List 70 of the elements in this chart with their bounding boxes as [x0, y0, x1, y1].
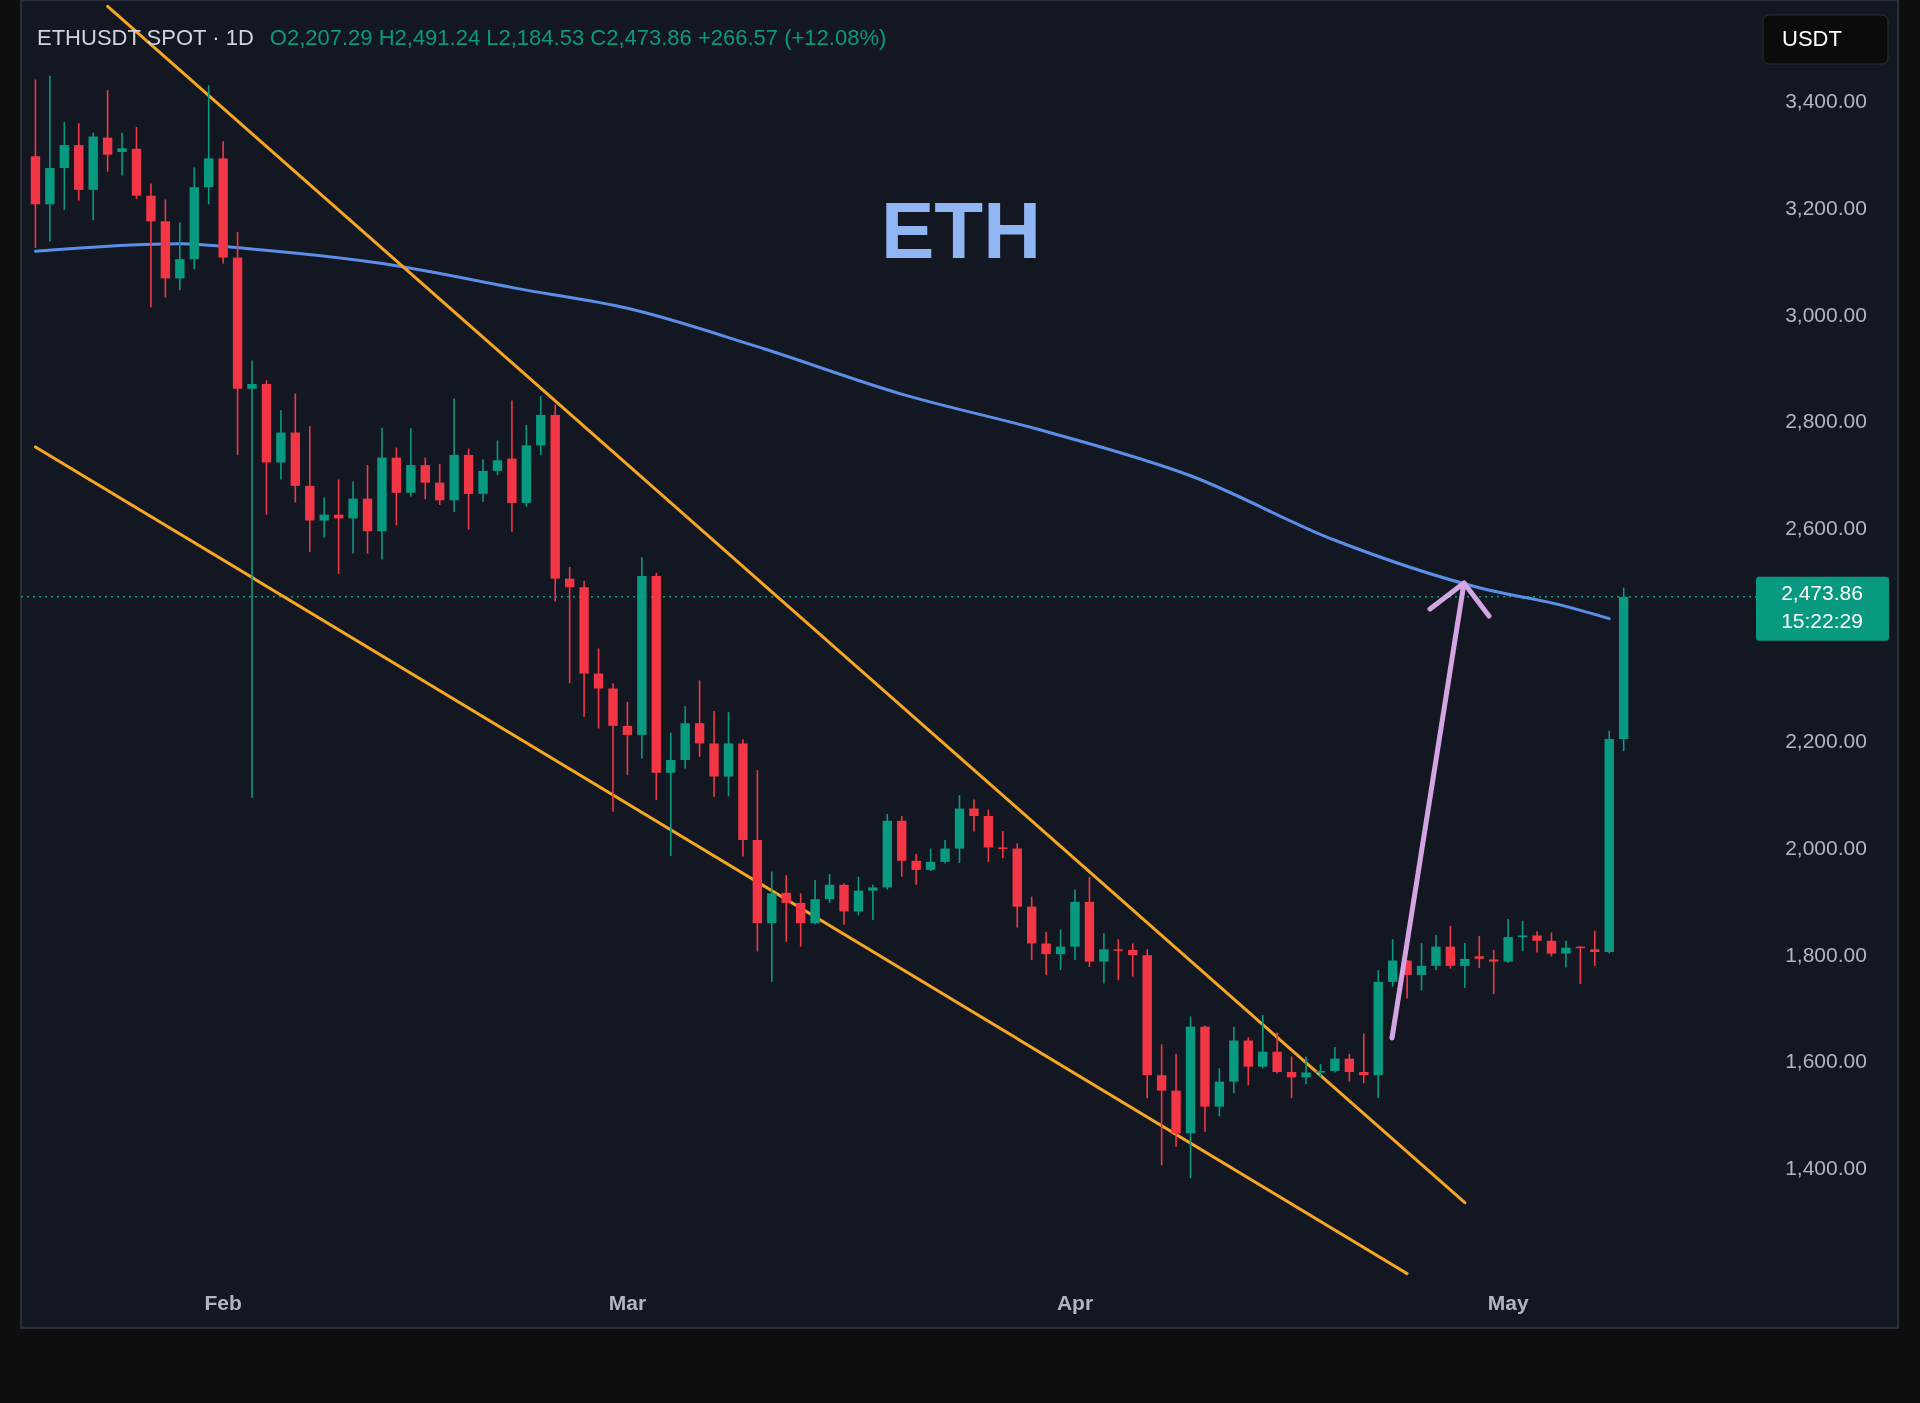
- annotation: USDT: [1782, 25, 1842, 51]
- candlestick: [1431, 934, 1441, 971]
- candlestick: [666, 732, 676, 857]
- candlestick: [59, 121, 70, 211]
- candlestick: [102, 89, 113, 173]
- text: ETH: [881, 186, 1041, 276]
- candlestick: [1590, 929, 1600, 967]
- candlestick: [492, 439, 503, 476]
- candlestick: [868, 884, 878, 921]
- candlestick: [1532, 930, 1542, 954]
- candlestick: [1344, 1053, 1355, 1083]
- text: ETHUSDT SPOT · 1D: [37, 24, 254, 50]
- candlestick: [795, 892, 806, 948]
- candlestick: [1099, 932, 1109, 985]
- candlestick: [925, 847, 936, 872]
- y-tick-label: 2,600.00: [1785, 516, 1867, 540]
- y-tick-label: 1,400.00: [1785, 1156, 1867, 1180]
- candlestick: [175, 221, 185, 291]
- candlestick: [1041, 930, 1051, 976]
- y-tick-label: 3,000.00: [1785, 302, 1867, 326]
- candlestick: [694, 679, 705, 758]
- candlestick: [998, 830, 1008, 859]
- y-tick-label: 2,800.00: [1785, 409, 1867, 433]
- candlestick: [1416, 942, 1427, 992]
- candlestick: [969, 798, 979, 833]
- y-tick-label: 2,000.00: [1785, 836, 1867, 860]
- candlestick: [1128, 942, 1138, 978]
- y-tick-label: 2,200.00: [1785, 729, 1867, 753]
- candlestick: [319, 496, 329, 539]
- x-tick-label: Apr: [1056, 1290, 1094, 1314]
- candlestick: [1286, 1055, 1297, 1099]
- candlestick: [1460, 942, 1470, 989]
- annotation: O2,207.29 H2,491.24 L2,184.53 C2,473.86 +266.57 (+12.08%): [269, 24, 887, 50]
- annotation: 15:22:29: [1781, 609, 1863, 633]
- y-tick-label: 3,200.00: [1785, 196, 1867, 220]
- candlestick: [1359, 1032, 1369, 1084]
- candlestick: [1546, 931, 1557, 958]
- x-tick-label: Feb: [204, 1290, 242, 1314]
- candlestick: [824, 873, 835, 904]
- candlestick: [781, 874, 791, 943]
- candlestick: [348, 480, 358, 555]
- candlestick: [593, 647, 604, 730]
- candlestick: [1258, 1014, 1268, 1070]
- candlestick: [622, 701, 633, 776]
- y-tick-label: 3,400.00: [1785, 89, 1867, 113]
- candlestick: [1272, 1031, 1282, 1075]
- candlestick: [1387, 938, 1398, 988]
- candlestick: [1517, 920, 1528, 952]
- candlestick: [911, 853, 921, 886]
- candlestick: [1113, 938, 1124, 982]
- candlestick: [117, 132, 127, 177]
- candlestick: [564, 566, 575, 684]
- y-tick-label: 1,600.00: [1785, 1049, 1867, 1073]
- candlestick: [1445, 925, 1456, 970]
- x-tick-label: May: [1487, 1290, 1529, 1314]
- candlestick: [1474, 935, 1484, 969]
- candlestick: [810, 879, 820, 926]
- candlestick: [853, 876, 864, 916]
- candlestick: [1561, 940, 1571, 969]
- candlestick: [478, 458, 488, 503]
- y-tick-label: 1,800.00: [1785, 942, 1867, 966]
- candlestick: [1330, 1046, 1340, 1074]
- candlestick: [420, 456, 430, 500]
- ref-line-label: 2,473.86: [1781, 581, 1863, 605]
- candlestick: [1156, 1043, 1167, 1167]
- candlestick: [1055, 928, 1066, 971]
- candlestick: [940, 839, 950, 865]
- x-tick-label: Mar: [608, 1290, 647, 1314]
- candlestick: [435, 463, 445, 506]
- candlestick: [1489, 949, 1499, 995]
